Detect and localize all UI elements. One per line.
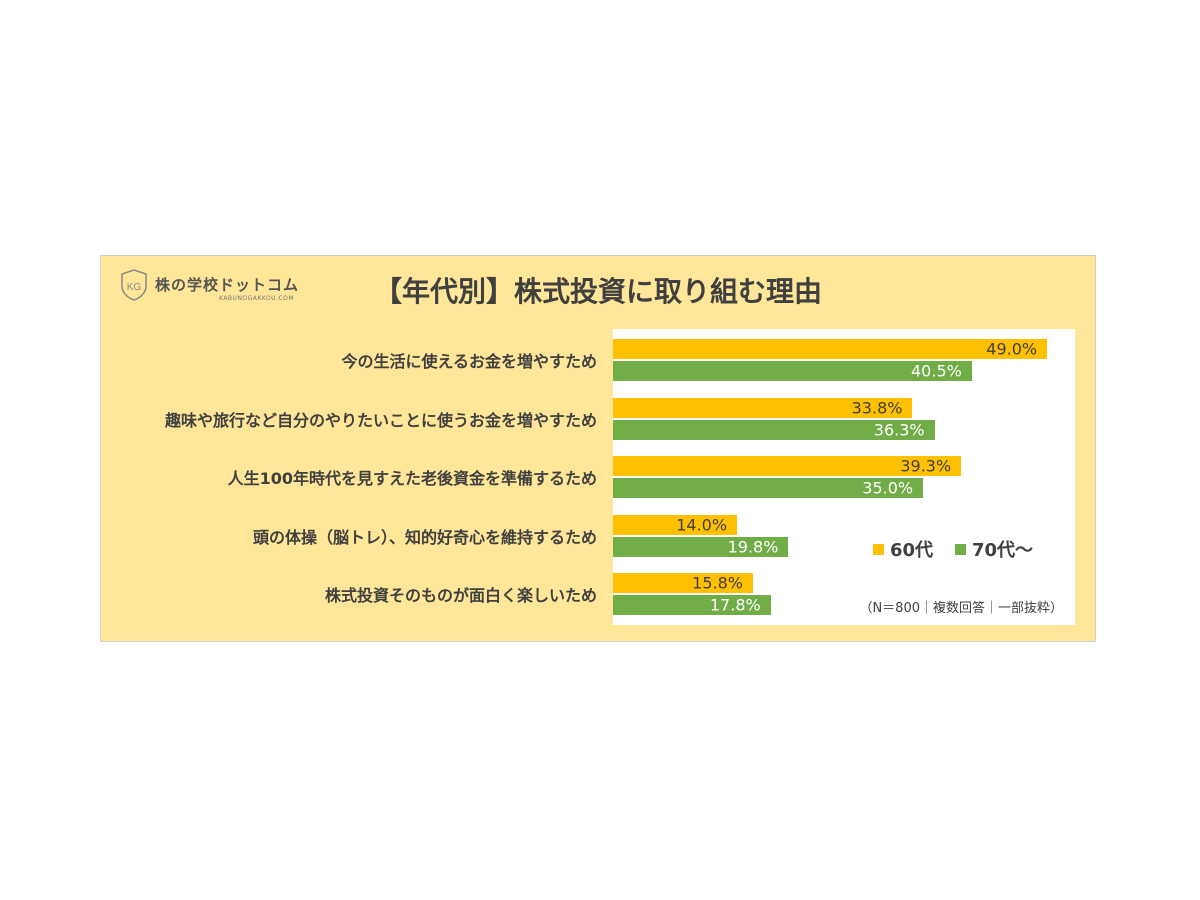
bar-value-label: 39.3% bbox=[900, 456, 952, 476]
plot-area: 49.0% 40.5% 33.8% 36.3% 39.3% 35.0% 14.0% 19.8%… bbox=[613, 329, 1075, 625]
bar-70s bbox=[613, 478, 924, 498]
category-label: 頭の体操（脳トレ）、知的好奇心を維持するため bbox=[252, 527, 597, 547]
bar-value-label: 40.5% bbox=[911, 361, 962, 381]
bar-60s bbox=[613, 339, 1048, 359]
bar-70s bbox=[613, 419, 935, 440]
bar-value-label: 36.3% bbox=[873, 420, 925, 439]
bar-70s bbox=[613, 595, 771, 615]
legend-swatch-70s bbox=[955, 543, 966, 555]
category-label: 株式投資そのものが面白く楽しいため bbox=[324, 586, 597, 605]
bar-60s bbox=[613, 514, 738, 535]
category-label: 人生100年時代を見すえた老後資金を準備するため bbox=[227, 469, 597, 488]
sample-note: （N＝800｜複数回答｜一部抜粋） bbox=[859, 601, 1063, 616]
bar-60s bbox=[613, 456, 962, 476]
legend-swatch-60s bbox=[873, 543, 884, 555]
chart-title: 【年代別】株式投資に取り組む理由 bbox=[373, 275, 822, 308]
bar-70s bbox=[613, 361, 972, 381]
shield-logo-icon: KG bbox=[121, 269, 147, 301]
svg-text:KG: KG bbox=[127, 282, 142, 293]
bar-value-label: 19.8% bbox=[727, 537, 779, 556]
bar-value-label: 49.0% bbox=[986, 339, 1038, 359]
logo-text: 株の学校ドットコム bbox=[155, 276, 300, 294]
category-label: 今の生活に使えるお金を増やすため bbox=[341, 352, 597, 371]
bar-60s bbox=[613, 397, 913, 418]
legend-label-60s: 60代 bbox=[890, 540, 934, 561]
bar-60s bbox=[613, 573, 753, 593]
bar-70s bbox=[613, 536, 789, 557]
logo-subtext: KABUNOGAKKOU.COM bbox=[219, 295, 295, 302]
legend-item-60s: 60代 bbox=[873, 536, 933, 562]
bar-value-label: 33.8% bbox=[851, 398, 903, 417]
legend: 60代 70代～ bbox=[873, 536, 1063, 566]
bar-value-label: 35.0% bbox=[862, 478, 914, 498]
logo: KG 株の学校ドットコム KABUNOGAKKOU.COM bbox=[119, 268, 319, 308]
bar-value-label: 15.8% bbox=[692, 573, 743, 593]
legend-item-70s: 70代～ bbox=[955, 536, 1033, 562]
category-label: 趣味や旅行など自分のやりたいことに使うお金を増やすため bbox=[164, 410, 597, 430]
legend-label-70s: 70代～ bbox=[972, 540, 1034, 561]
bar-value-label: 17.8% bbox=[709, 595, 761, 615]
bar-value-label: 14.0% bbox=[676, 515, 728, 534]
chart-panel: KG 株の学校ドットコム KABUNOGAKKOU.COM 【年代別】株式投資に… bbox=[100, 255, 1096, 642]
